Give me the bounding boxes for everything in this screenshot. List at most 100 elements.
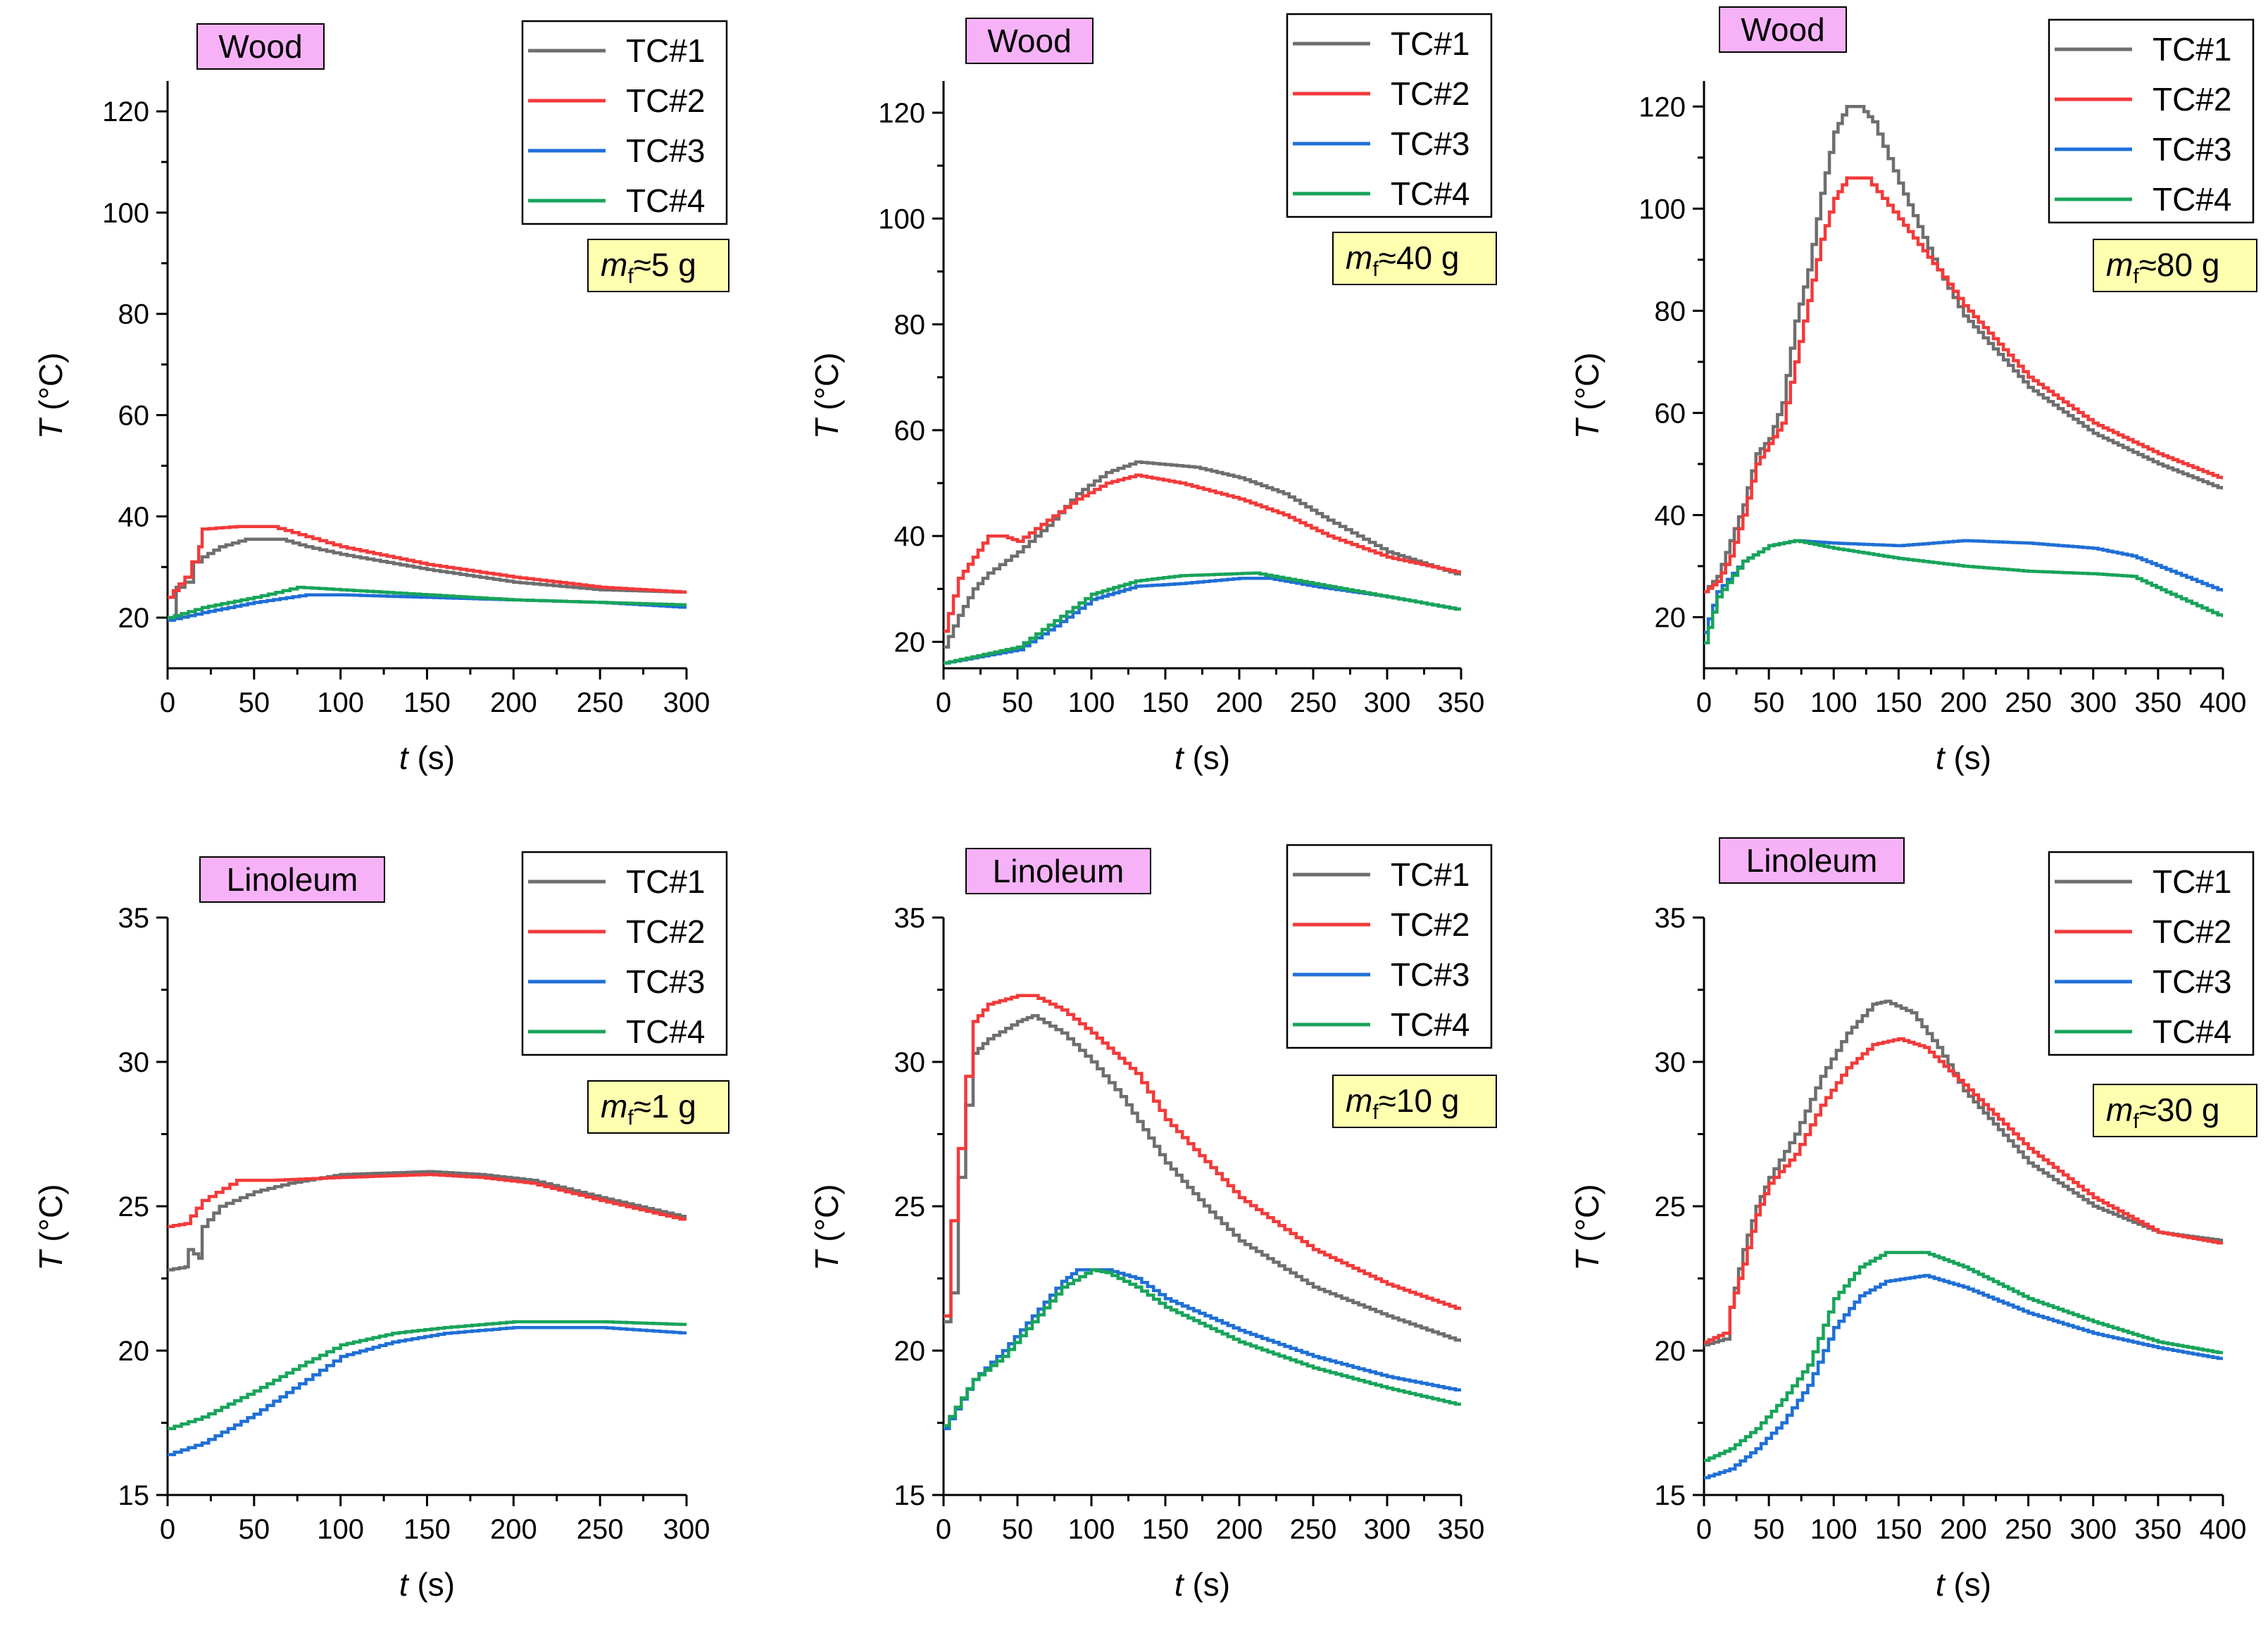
legend-label: TC#3: [1391, 956, 1470, 993]
mass-label-symbol: m: [2106, 1091, 2133, 1128]
material-box: [965, 848, 1151, 894]
series-line-TC3: [1704, 539, 2223, 634]
legend-label: TC#2: [626, 913, 705, 950]
legend-label: TC#3: [626, 963, 705, 1000]
y-axis-variable: T: [1569, 1249, 1605, 1271]
y-tick-label: 20: [118, 1336, 150, 1367]
legend-label: TC#4: [2153, 1013, 2231, 1050]
x-axis-unit: (s): [1184, 739, 1230, 776]
x-axis-variable: t: [399, 1566, 410, 1603]
x-tick-label: 50: [1753, 1514, 1785, 1545]
x-tick-label: 0: [1696, 1514, 1712, 1545]
x-tick-label: 150: [1142, 687, 1189, 718]
legend: TC#1 TC#2 TC#3 TC#4: [521, 20, 728, 225]
y-axis-variable: T: [1569, 418, 1605, 439]
mass-box: [587, 1080, 729, 1134]
series-group: [1704, 105, 2223, 644]
y-tick-label: 120: [102, 96, 149, 127]
y-axis-label: T (°C): [1569, 1184, 1605, 1270]
x-tick-label: 400: [2200, 1514, 2247, 1545]
y-tick-label: 120: [878, 98, 925, 129]
material-label: Linoleum: [1746, 842, 1878, 879]
y-tick-label: 25: [894, 1191, 926, 1222]
series-line-TC1: [168, 1170, 687, 1272]
y-tick-label: 35: [894, 903, 926, 934]
material-label: Linoleum: [227, 861, 358, 898]
y-axis-variable: T: [32, 418, 69, 439]
x-axis-label: t (s): [1174, 739, 1230, 776]
x-tick-label: 200: [490, 1514, 537, 1545]
series-line-TC1: [168, 537, 687, 620]
y-tick-label: 40: [118, 501, 150, 532]
x-tick-label: 150: [403, 1514, 451, 1545]
series-line-TC2: [944, 994, 1461, 1318]
material-box: [196, 23, 325, 70]
x-tick-label: 100: [1068, 1514, 1115, 1545]
mass-label: mf≈10 g: [1346, 1082, 1459, 1124]
x-tick-label: 150: [403, 687, 451, 718]
x-tick-label: 200: [1940, 687, 1987, 718]
series-line-TC1: [944, 1014, 1461, 1342]
x-tick-label: 0: [936, 687, 951, 718]
y-tick-label: 100: [102, 198, 149, 229]
x-tick-label: 50: [239, 1514, 270, 1545]
y-axis-label: T (°C): [1569, 352, 1605, 439]
legend-label: TC#3: [2153, 963, 2231, 1000]
x-tick-label: 350: [1438, 687, 1485, 718]
x-axis-unit: (s): [1184, 1566, 1230, 1603]
legend-label: TC#2: [2153, 81, 2231, 118]
mass-label: mf≈40 g: [1346, 239, 1459, 281]
material-label: Wood: [218, 28, 302, 65]
x-tick-label: 350: [2135, 1514, 2182, 1545]
legend-label: TC#1: [1391, 25, 1470, 62]
y-tick-label: 15: [118, 1480, 150, 1511]
legend-box: [1286, 844, 1493, 1049]
mass-box: [2093, 1084, 2257, 1137]
y-tick-label: 80: [894, 310, 926, 341]
mass-label-value: ≈5 g: [634, 246, 696, 283]
y-tick-label: 25: [1655, 1191, 1686, 1222]
y-tick-label: 40: [894, 521, 926, 552]
y-tick-label: 60: [1655, 398, 1686, 429]
x-tick-label: 200: [490, 687, 537, 718]
series-group: [944, 460, 1461, 665]
x-axis-variable: t: [1174, 1566, 1185, 1603]
y-tick-label: 15: [1655, 1480, 1686, 1511]
legend-label: TC#4: [1391, 175, 1470, 212]
legend-box: [2048, 851, 2255, 1056]
y-axis-label: T (°C): [808, 352, 845, 439]
y-tick-label: 80: [1655, 296, 1686, 327]
mass-label-symbol: m: [601, 1088, 627, 1125]
x-axis-variable: t: [1936, 1566, 1946, 1603]
chart-panel-5: 0 50 100 150 200 250 300 350 15 20 25 30 35 t (s) T (°…: [808, 844, 1497, 1603]
legend-label: TC#3: [626, 132, 705, 169]
x-tick-label: 0: [160, 1514, 175, 1545]
mass-box: [1332, 1075, 1497, 1128]
material-label: Wood: [1741, 11, 1824, 48]
series-line-TC3: [168, 1325, 687, 1456]
y-tick-label: 60: [894, 415, 926, 446]
y-tick-label: 60: [118, 401, 150, 432]
series-line-TC3: [1704, 1274, 2223, 1479]
x-tick-label: 250: [2005, 1514, 2052, 1545]
mass-label-value: ≈80 g: [2139, 246, 2220, 283]
y-tick-label: 100: [878, 204, 925, 234]
mass-label-symbol: m: [2106, 246, 2133, 283]
legend-box: [521, 20, 728, 225]
series-line-TC2: [168, 1172, 687, 1228]
legend-label: TC#1: [2153, 863, 2231, 900]
mass-label-symbol: m: [1346, 1082, 1372, 1119]
x-axis-label: t (s): [1936, 1566, 1991, 1603]
y-axis-variable: T: [32, 1249, 69, 1271]
mass-label-value: ≈10 g: [1379, 1082, 1460, 1119]
legend-box: [1286, 13, 1493, 218]
y-tick-label: 40: [1655, 500, 1686, 531]
x-tick-label: 250: [1290, 1514, 1337, 1545]
mass-label-value: ≈40 g: [1379, 239, 1460, 276]
legend-label: TC#4: [626, 1013, 705, 1050]
mass-label-symbol: m: [601, 246, 627, 283]
x-tick-label: 250: [577, 1514, 624, 1545]
series-line-TC4: [1704, 1251, 2223, 1463]
chart-panel-6: 0 50 100 150 200 250 300 350 400 15 20 25 30 35 t (s) T…: [1569, 837, 2257, 1603]
